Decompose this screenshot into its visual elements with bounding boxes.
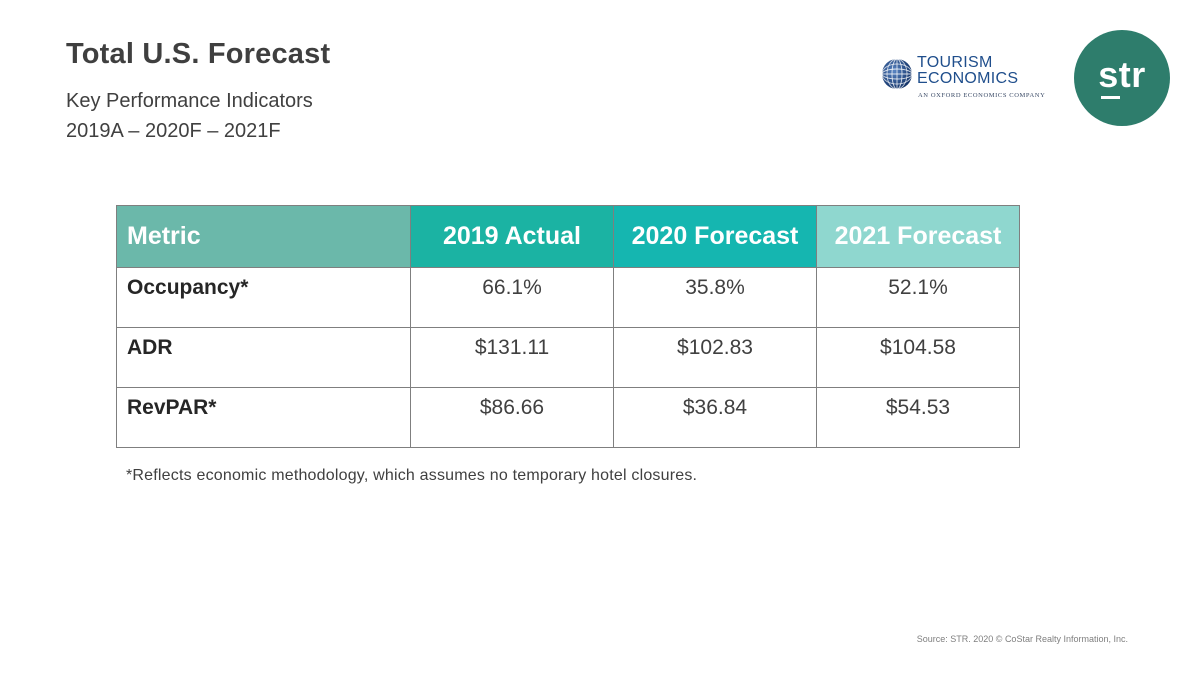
str-logo-underline	[1101, 96, 1120, 99]
table-row: RevPAR* $86.66 $36.84 $54.53	[116, 387, 1020, 448]
table-row: ADR $131.11 $102.83 $104.58	[116, 327, 1020, 388]
str-logo: str	[1074, 30, 1170, 126]
subtitle-line-1: Key Performance Indicators	[66, 90, 313, 112]
str-logo-text: str	[1098, 54, 1146, 95]
value-2019: 66.1%	[410, 267, 614, 328]
value-2021: $104.58	[816, 327, 1020, 388]
footnote: *Reflects economic methodology, which as…	[126, 467, 698, 484]
value-2019: $86.66	[410, 387, 614, 448]
header-2021-forecast: 2021 Forecast	[816, 205, 1020, 268]
header-2020-forecast: 2020 Forecast	[613, 205, 817, 268]
subtitle-line-2: 2019A – 2020F – 2021F	[66, 120, 281, 142]
header-2019-actual: 2019 Actual	[410, 205, 614, 268]
te-logo-tagline: AN OXFORD ECONOMICS COMPANY	[918, 92, 1046, 99]
metric-label: ADR	[116, 327, 411, 388]
value-2020: $36.84	[613, 387, 817, 448]
te-logo-word-1: TOURISM	[917, 54, 993, 71]
value-2020: $102.83	[613, 327, 817, 388]
metric-label: Occupancy*	[116, 267, 411, 328]
subtitle: Key Performance Indicators 2019A – 2020F…	[66, 86, 313, 146]
source-credit: Source: STR. 2020 © CoStar Realty Inform…	[916, 634, 1128, 644]
te-logo-word-2: ECONOMICS	[917, 70, 1019, 87]
metric-label: RevPAR*	[116, 387, 411, 448]
page-title: Total U.S. Forecast	[66, 38, 331, 70]
header-metric: Metric	[116, 205, 411, 268]
kpi-table: Metric 2019 Actual 2020 Forecast 2021 Fo…	[116, 205, 1020, 448]
table-row: Occupancy* 66.1% 35.8% 52.1%	[116, 267, 1020, 328]
value-2021: 52.1%	[816, 267, 1020, 328]
globe-icon	[881, 58, 913, 90]
table-header-row: Metric 2019 Actual 2020 Forecast 2021 Fo…	[116, 205, 1020, 268]
value-2020: 35.8%	[613, 267, 817, 328]
value-2021: $54.53	[816, 387, 1020, 448]
tourism-economics-logo: TOURISM ECONOMICS AN OXFORD ECONOMICS CO…	[880, 55, 1060, 105]
value-2019: $131.11	[410, 327, 614, 388]
